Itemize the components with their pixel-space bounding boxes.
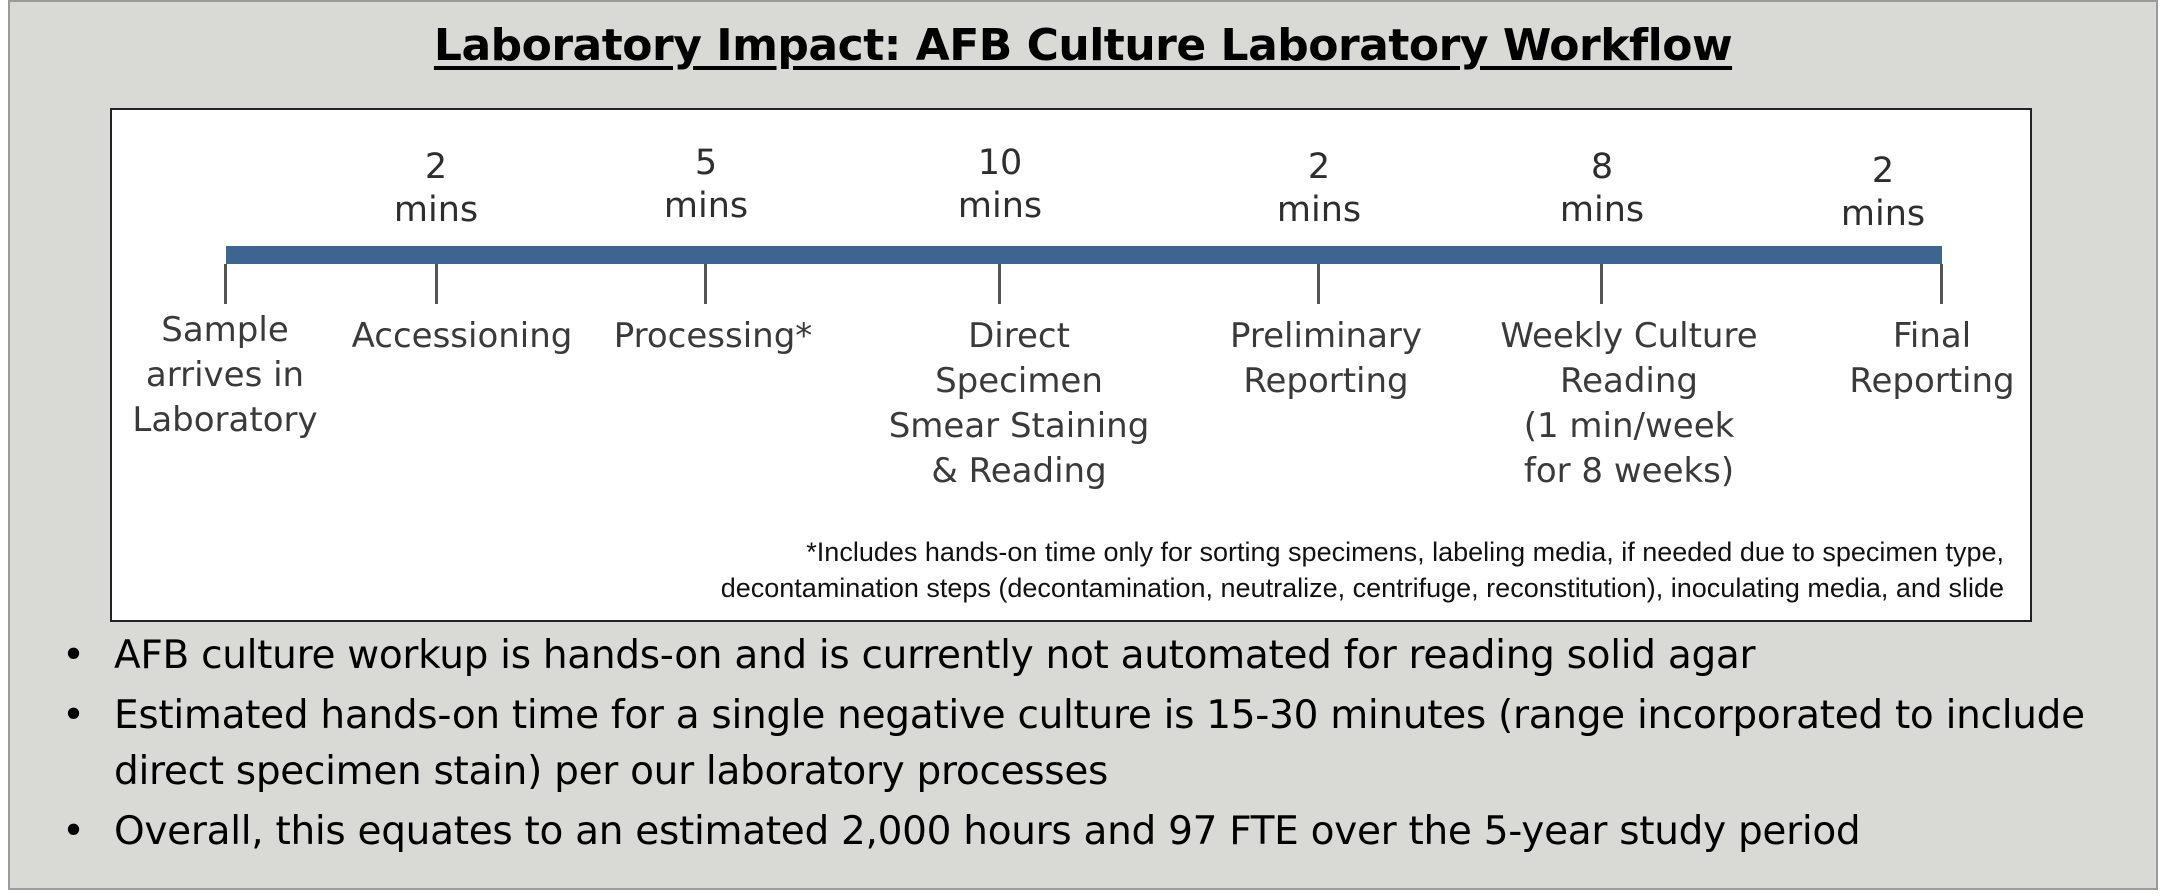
timeline-tick — [224, 264, 227, 304]
footnote-line: decontamination steps (decontamination, … — [720, 573, 2004, 603]
bullet-marker: • — [62, 809, 85, 854]
workflow-diagram: 2 mins 5 mins 10 mins 2 mins 8 mins 2 mi… — [110, 108, 2032, 622]
timeline-tick — [704, 264, 707, 304]
time-unit: mins — [663, 186, 749, 226]
time-value: 2 — [1307, 147, 1331, 187]
time-unit: mins — [393, 190, 479, 230]
bullet-list: • AFB culture workup is hands-on and is … — [52, 628, 2132, 864]
step-time-smear: 10 mins — [910, 142, 1090, 228]
step-label-final-reporting: Final Reporting — [1849, 316, 2015, 401]
bullet-item: • Overall, this equates to an estimated … — [52, 804, 2132, 860]
bullet-text: Overall, this equates to an estimated 2,… — [114, 809, 1861, 854]
bullet-marker: • — [62, 693, 85, 738]
time-unit: mins — [1840, 194, 1926, 234]
slide-title: Laboratory Impact: AFB Culture Laborator… — [433, 20, 1733, 71]
timeline-bar — [226, 246, 1942, 264]
bullet-text: AFB culture workup is hands-on and is cu… — [114, 633, 1756, 678]
timeline-tick — [1940, 264, 1943, 304]
bullet-item: • AFB culture workup is hands-on and is … — [52, 628, 2132, 684]
step-time-accessioning: 2 mins — [346, 146, 526, 232]
time-unit: mins — [1559, 190, 1645, 230]
footnote: *Includes hands-on time only for sorting… — [404, 534, 2004, 606]
bullet-item: • Estimated hands-on time for a single n… — [52, 688, 2132, 800]
step-label-accessioning: Accessioning — [351, 316, 573, 356]
step-time-final: 2 mins — [1793, 150, 1973, 236]
time-unit: mins — [957, 186, 1043, 226]
slide: Laboratory Impact: AFB Culture Laborator… — [8, 0, 2158, 890]
bullet-text: Estimated hands-on time for a single neg… — [114, 693, 2085, 794]
step-label-smear-staining: Direct Specimen Smear Staining & Reading — [888, 316, 1150, 491]
time-value: 5 — [694, 143, 718, 183]
step-label-weekly-culture-reading: Weekly Culture Reading (1 min/week for 8… — [1500, 316, 1758, 491]
timeline-tick — [1600, 264, 1603, 304]
timeline-tick — [1317, 264, 1320, 304]
step-time-preliminary: 2 mins — [1229, 146, 1409, 232]
timeline-tick — [435, 264, 438, 304]
step-label-sample-arrives: Sample arrives in Laboratory — [132, 310, 318, 440]
footnote-line: *Includes hands-on time only for sorting… — [806, 537, 2004, 567]
step-time-processing: 5 mins — [616, 142, 796, 228]
step-label-processing: Processing* — [613, 316, 813, 356]
step-label-preliminary-reporting: Preliminary Reporting — [1230, 316, 1422, 401]
time-value: 2 — [1871, 151, 1895, 191]
time-value: 2 — [424, 147, 448, 187]
time-value: 10 — [977, 143, 1023, 183]
timeline-tick — [998, 264, 1001, 304]
step-time-weekly: 8 mins — [1512, 146, 1692, 232]
time-unit: mins — [1276, 190, 1362, 230]
bullet-marker: • — [62, 633, 85, 678]
time-value: 8 — [1590, 147, 1614, 187]
